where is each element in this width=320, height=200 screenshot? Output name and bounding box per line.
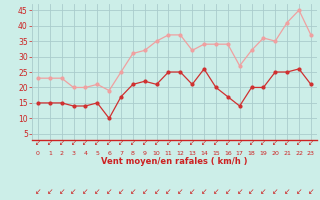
Text: ↙: ↙	[70, 187, 77, 196]
X-axis label: Vent moyen/en rafales ( km/h ): Vent moyen/en rafales ( km/h )	[101, 157, 248, 166]
Text: ↙: ↙	[272, 187, 278, 196]
Text: ↙: ↙	[225, 187, 231, 196]
Text: ↙: ↙	[201, 187, 207, 196]
Text: ↙: ↙	[165, 140, 172, 146]
Text: ↙: ↙	[106, 140, 112, 146]
Text: ↙: ↙	[236, 187, 243, 196]
Text: ↙: ↙	[47, 187, 53, 196]
Text: ↙: ↙	[47, 140, 53, 146]
Text: ↙: ↙	[94, 140, 100, 146]
Text: ↙: ↙	[213, 140, 219, 146]
Text: ↙: ↙	[141, 187, 148, 196]
Text: ↙: ↙	[106, 187, 112, 196]
Text: ↙: ↙	[249, 140, 254, 146]
Text: ↙: ↙	[153, 187, 160, 196]
Text: ↙: ↙	[83, 140, 88, 146]
Text: ↙: ↙	[154, 140, 160, 146]
Text: ↙: ↙	[189, 140, 195, 146]
Text: ↙: ↙	[189, 187, 196, 196]
Text: ↙: ↙	[130, 140, 136, 146]
Text: ↙: ↙	[82, 187, 89, 196]
Text: ↙: ↙	[237, 140, 243, 146]
Text: ↙: ↙	[260, 187, 267, 196]
Text: ↙: ↙	[248, 187, 255, 196]
Text: ↙: ↙	[177, 140, 183, 146]
Text: ↙: ↙	[177, 187, 184, 196]
Text: ↙: ↙	[118, 187, 124, 196]
Text: ↙: ↙	[260, 140, 266, 146]
Text: ↙: ↙	[213, 187, 219, 196]
Text: ↙: ↙	[118, 140, 124, 146]
Text: ↙: ↙	[94, 187, 100, 196]
Text: ↙: ↙	[272, 140, 278, 146]
Text: ↙: ↙	[35, 187, 41, 196]
Text: ↙: ↙	[130, 187, 136, 196]
Text: ↙: ↙	[225, 140, 231, 146]
Text: ↙: ↙	[308, 140, 314, 146]
Text: ↙: ↙	[296, 187, 302, 196]
Text: ↙: ↙	[201, 140, 207, 146]
Text: ↙: ↙	[71, 140, 76, 146]
Text: ↙: ↙	[142, 140, 148, 146]
Text: ↙: ↙	[284, 187, 290, 196]
Text: ↙: ↙	[308, 187, 314, 196]
Text: ↙: ↙	[35, 140, 41, 146]
Text: ↙: ↙	[59, 140, 65, 146]
Text: ↙: ↙	[59, 187, 65, 196]
Text: ↙: ↙	[284, 140, 290, 146]
Text: ↙: ↙	[296, 140, 302, 146]
Text: ↙: ↙	[165, 187, 172, 196]
